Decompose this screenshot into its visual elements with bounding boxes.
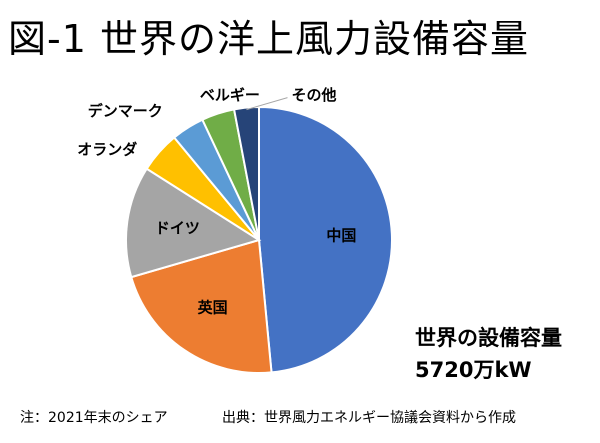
pie-slice-中国 <box>258 105 393 374</box>
pie-slice-ドイツ <box>125 167 262 279</box>
capacity-label: 世界の設備容量 <box>415 326 562 350</box>
page-title: 図-1 世界の洋上風力設備容量 <box>8 17 529 61</box>
slice-label-中国: 中国 <box>326 227 356 245</box>
slice-label-その他: その他 <box>291 86 336 104</box>
slice-label-デンマーク: デンマーク <box>88 102 163 120</box>
slice-label-ドイツ: ドイツ <box>155 219 200 237</box>
slice-label-英国: 英国 <box>198 299 228 317</box>
slice-label-オランダ: オランダ <box>77 141 137 159</box>
pie-slice-英国 <box>130 238 273 374</box>
capacity-value: 5720万kW <box>415 358 532 382</box>
source-note: 出典：世界風力エネルギー協議会資料から作成 <box>222 410 516 426</box>
pie-slice-その他 <box>232 105 260 241</box>
footnote: 注：2021年末のシェア <box>20 410 168 426</box>
leader-line-その他 <box>246 97 288 111</box>
slice-label-ベルギー: ベルギー <box>200 86 260 104</box>
